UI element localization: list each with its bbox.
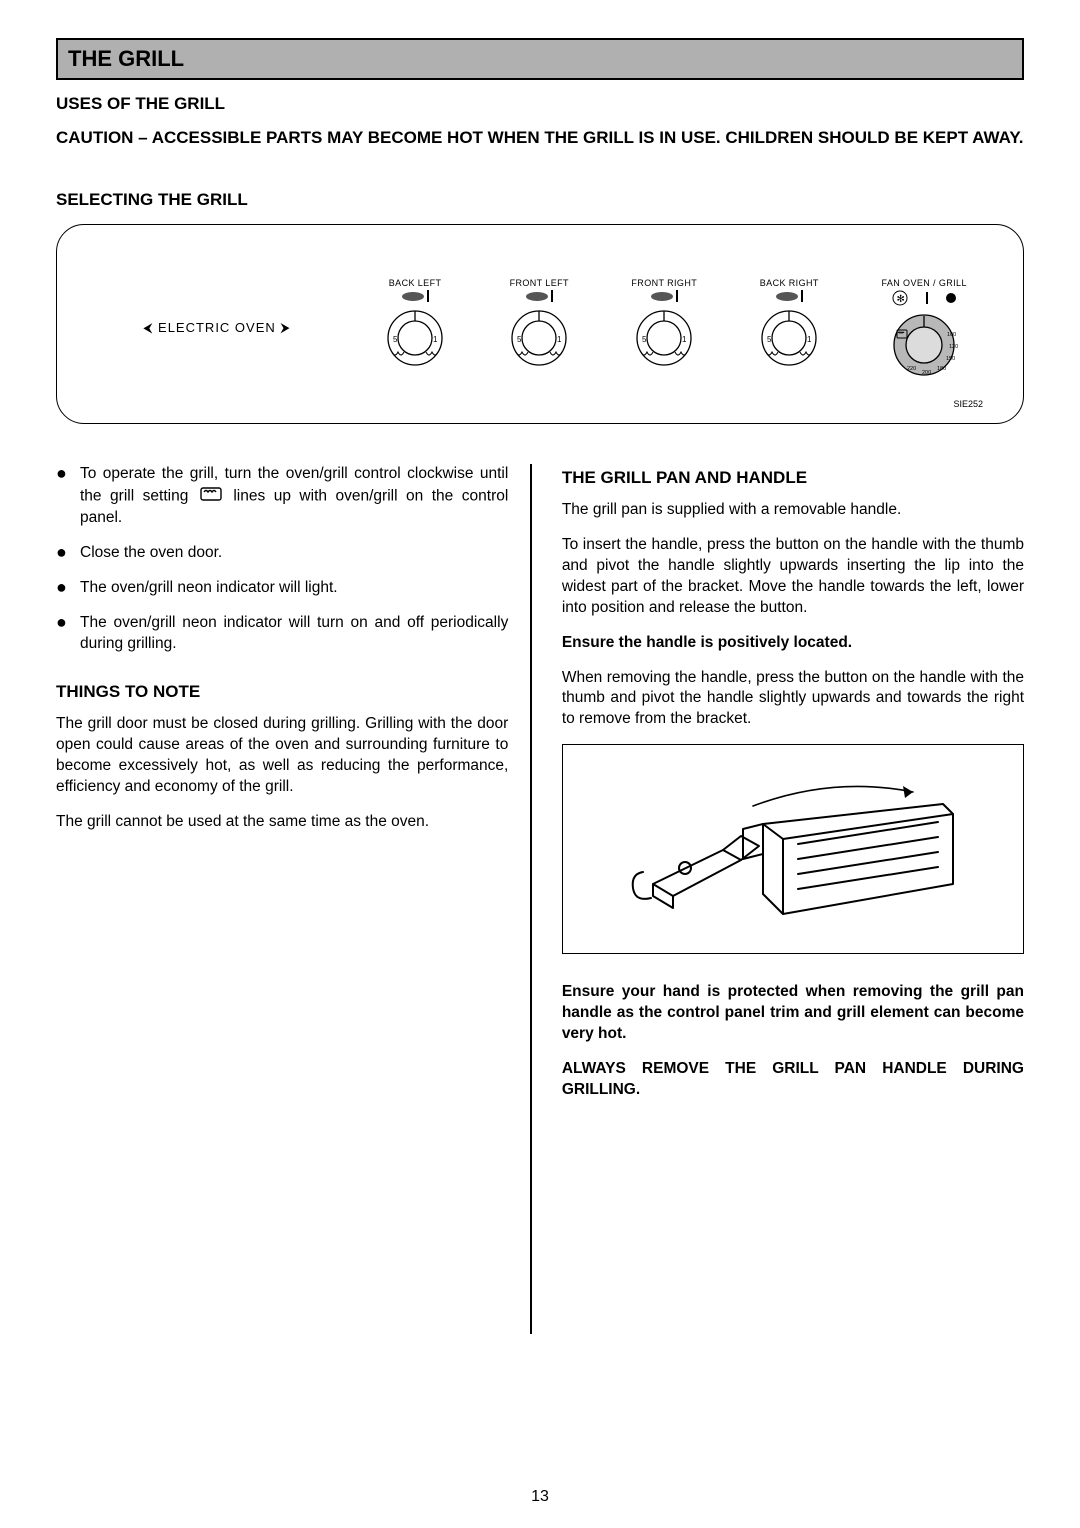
burner-icon [526, 290, 553, 302]
knob-label: BACK LEFT [389, 278, 442, 288]
fan-icon: ✻ [892, 290, 956, 306]
section-header: THE GRILL [56, 38, 1024, 80]
hob-knob-icon: 5 1 [383, 304, 447, 368]
uses-heading: USES OF THE GRILL [56, 94, 1024, 114]
svg-text:100: 100 [947, 332, 956, 338]
knob-front-left: FRONT LEFT 5 1 [507, 278, 571, 368]
bold-text: Ensure the handle is positively located. [562, 633, 1024, 654]
brand-label: ⮜ ELECTRIC OVEN ⮞ [87, 320, 347, 336]
burner-icon [402, 290, 429, 302]
bullet-text: The oven/grill neon indicator will turn … [80, 613, 508, 655]
body-text: To insert the handle, press the button o… [562, 535, 1024, 619]
knob-back-left: BACK LEFT 5 1 [383, 278, 447, 368]
bullet-text: Close the oven door. [80, 543, 222, 564]
grill-pan-heading: THE GRILL PAN AND HANDLE [562, 468, 1024, 488]
page-number: 13 [0, 1488, 1080, 1506]
knob-label: BACK RIGHT [760, 278, 819, 288]
svg-text:120: 120 [949, 344, 958, 350]
operation-bullets: ● To operate the grill, turn the oven/gr… [56, 464, 508, 654]
svg-text:1: 1 [807, 335, 812, 344]
svg-text:1: 1 [682, 335, 687, 344]
hob-knob-icon: 5 1 [632, 304, 696, 368]
bullet-text: To operate the grill, turn the oven/gril… [80, 464, 508, 529]
svg-text:1: 1 [557, 335, 562, 344]
caution-text: CAUTION – ACCESSIBLE PARTS MAY BECOME HO… [56, 128, 1024, 148]
body-text: The grill cannot be used at the same tim… [56, 812, 508, 833]
body-text: The grill door must be closed during gri… [56, 714, 508, 798]
knob-label: FAN OVEN / GRILL [881, 278, 966, 288]
knob-group: BACK LEFT 5 1 [357, 278, 993, 378]
svg-text:5: 5 [517, 335, 522, 344]
oven-knob-icon: 100 120 150180 200 220 [889, 308, 959, 378]
hob-knob-icon: 5 1 [507, 304, 571, 368]
grill-pan-illustration [562, 744, 1024, 954]
knob-fan-oven-grill: FAN OVEN / GRILL ✻ 100 120 150180 200 [881, 278, 966, 378]
knob-label: FRONT LEFT [510, 278, 569, 288]
svg-text:1: 1 [433, 335, 438, 344]
list-item: ● To operate the grill, turn the oven/gr… [56, 464, 508, 529]
list-item: ●The oven/grill neon indicator will ligh… [56, 578, 508, 599]
column-divider [530, 464, 532, 1334]
knob-front-right: FRONT RIGHT 5 1 [631, 278, 697, 368]
control-panel-diagram: ⮜ ELECTRIC OVEN ⮞ BACK LEFT 5 [56, 224, 1024, 424]
svg-text:5: 5 [767, 335, 772, 344]
selecting-heading: SELECTING THE GRILL [56, 190, 1024, 210]
burner-icon [776, 290, 803, 302]
svg-text:220: 220 [907, 366, 916, 372]
knob-back-right: BACK RIGHT 5 1 [757, 278, 821, 368]
svg-text:5: 5 [642, 335, 647, 344]
diagram-code: SIE252 [953, 399, 983, 409]
svg-text:5: 5 [393, 335, 398, 344]
svg-text:180: 180 [937, 366, 946, 372]
hob-knob-icon: 5 1 [757, 304, 821, 368]
knob-label: FRONT RIGHT [631, 278, 697, 288]
body-text: When removing the handle, press the butt… [562, 668, 1024, 731]
svg-text:200: 200 [922, 370, 931, 376]
list-item: ●The oven/grill neon indicator will turn… [56, 613, 508, 655]
bold-text: Ensure your hand is protected when remov… [562, 982, 1024, 1045]
list-item: ●Close the oven door. [56, 543, 508, 564]
things-to-note-heading: THINGS TO NOTE [56, 682, 508, 702]
svg-text:✻: ✻ [897, 294, 905, 305]
svg-text:150: 150 [946, 356, 955, 362]
grill-symbol-icon [200, 485, 222, 508]
body-text: The grill pan is supplied with a removab… [562, 500, 1024, 521]
bold-text: ALWAYS REMOVE THE GRILL PAN HANDLE DURIN… [562, 1059, 1024, 1101]
burner-icon [651, 290, 678, 302]
bullet-text: The oven/grill neon indicator will light… [80, 578, 338, 599]
